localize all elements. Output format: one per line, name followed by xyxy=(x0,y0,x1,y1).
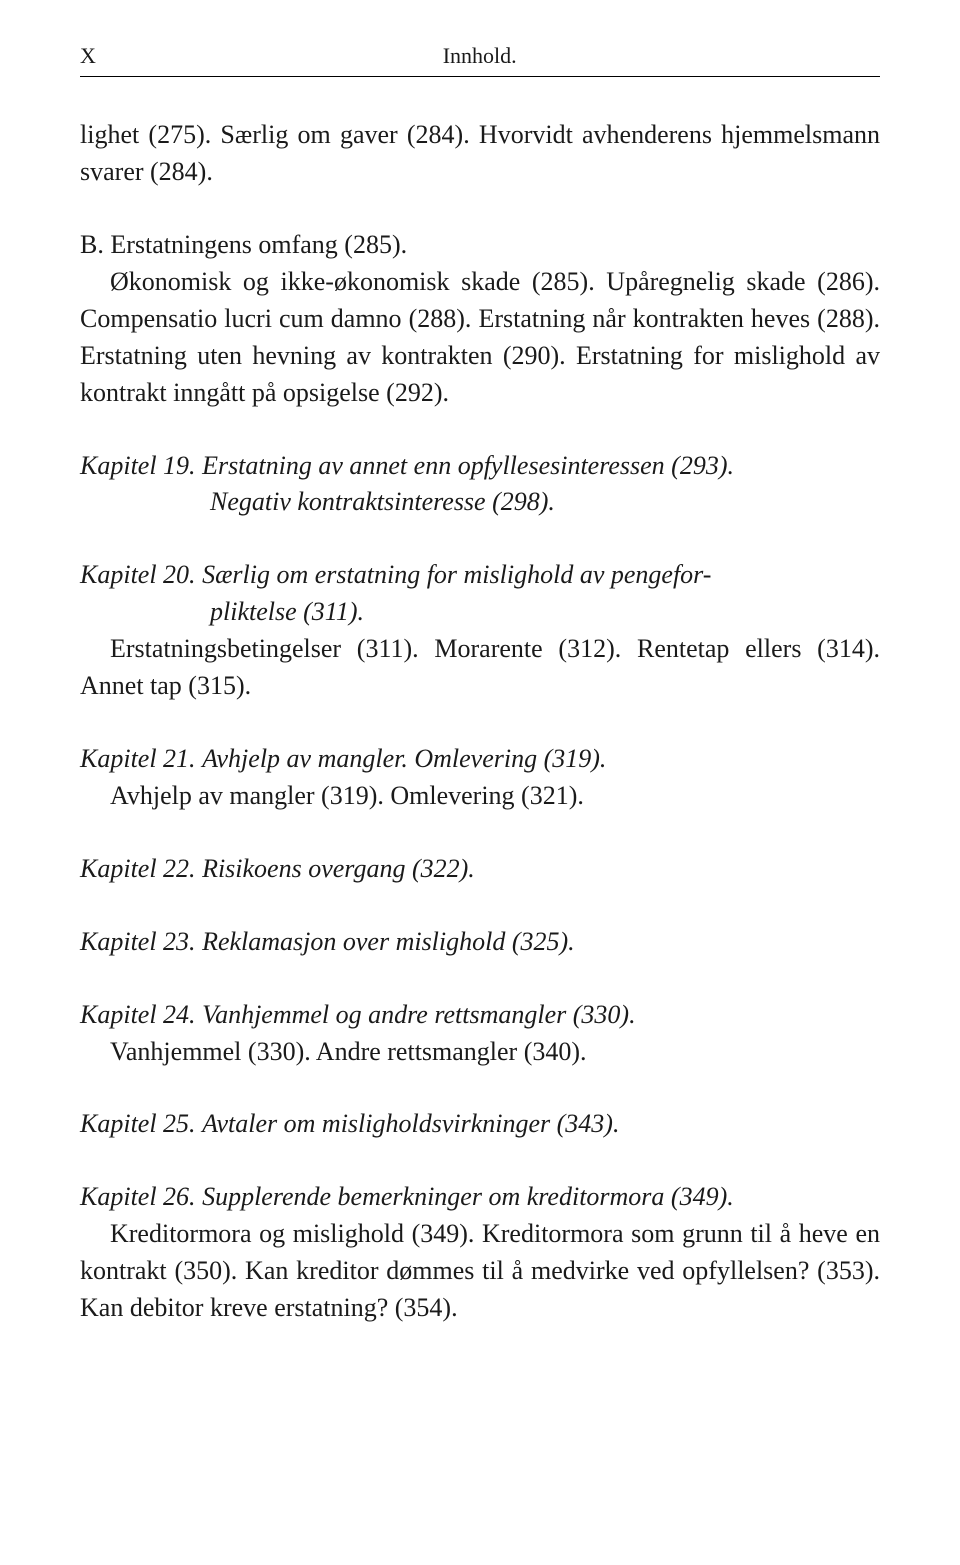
kapitel-20-title-line1: Særlig om erstatning for mislighold av p… xyxy=(202,560,711,589)
kapitel-25-heading: Kapitel 25. Avtaler om misligholdsvirkni… xyxy=(80,1106,880,1143)
page-header: X Innhold. xyxy=(80,40,880,77)
kapitel-21-title: Avhjelp av mangler. Omlevering (319). xyxy=(202,744,606,773)
kapitel-20-title-line2: pliktelse (311). xyxy=(80,594,880,631)
kapitel-21-label: Kapitel 21. xyxy=(80,744,196,773)
kapitel-20-heading: Kapitel 20. Særlig om erstatning for mis… xyxy=(80,557,880,594)
kapitel-22-title: Risikoens overgang (322). xyxy=(202,854,475,883)
kapitel-20-sub: Erstatningsbetingelser (311). Morarente … xyxy=(80,631,880,705)
kapitel-25-label: Kapitel 25. xyxy=(80,1109,196,1138)
kapitel-24: Kapitel 24. Vanhjemmel og andre rettsman… xyxy=(80,997,880,1071)
kapitel-19-title-line2: Negativ kontraktsinteresse (298). xyxy=(80,484,880,521)
kapitel-24-sub: Vanhjemmel (330). Andre rettsmangler (34… xyxy=(80,1034,880,1071)
kapitel-21-heading: Kapitel 21. Avhjelp av mangler. Omleveri… xyxy=(80,741,880,778)
intro-text: lighet (275). Særlig om gaver (284). Hvo… xyxy=(80,120,880,186)
kapitel-21-sub: Avhjelp av mangler (319). Omlevering (32… xyxy=(80,778,880,815)
kapitel-26-title: Supplerende bemerkninger om kreditormora… xyxy=(202,1182,734,1211)
kapitel-19-label: Kapitel 19. xyxy=(80,451,196,480)
kapitel-22: Kapitel 22. Risikoens overgang (322). xyxy=(80,851,880,888)
section-b: B. Erstatningens omfang (285). Økonomisk… xyxy=(80,227,880,412)
kapitel-25: Kapitel 25. Avtaler om misligholdsvirkni… xyxy=(80,1106,880,1143)
kapitel-26: Kapitel 26. Supplerende bemerkninger om … xyxy=(80,1179,880,1327)
kapitel-23: Kapitel 23. Reklamasjon over mislighold … xyxy=(80,924,880,961)
kapitel-24-label: Kapitel 24. xyxy=(80,1000,196,1029)
section-b-text: Økonomisk og ikke-økonomisk skade (285).… xyxy=(80,264,880,412)
kapitel-24-heading: Kapitel 24. Vanhjemmel og andre rettsman… xyxy=(80,997,880,1034)
kapitel-23-heading: Kapitel 23. Reklamasjon over mislighold … xyxy=(80,924,880,961)
kapitel-26-heading: Kapitel 26. Supplerende bemerkninger om … xyxy=(80,1179,880,1216)
kapitel-26-label: Kapitel 26. xyxy=(80,1182,196,1211)
header-title: Innhold. xyxy=(443,40,517,71)
kapitel-21: Kapitel 21. Avhjelp av mangler. Omleveri… xyxy=(80,741,880,815)
kapitel-22-heading: Kapitel 22. Risikoens overgang (322). xyxy=(80,851,880,888)
header-spacer xyxy=(864,40,881,71)
kapitel-19-heading: Kapitel 19. Erstatning av annet enn opfy… xyxy=(80,448,880,485)
kapitel-22-label: Kapitel 22. xyxy=(80,854,196,883)
kapitel-24-title: Vanhjemmel og andre rettsmangler (330). xyxy=(202,1000,636,1029)
kapitel-25-title: Avtaler om misligholdsvirkninger (343). xyxy=(202,1109,619,1138)
kapitel-20-label: Kapitel 20. xyxy=(80,560,196,589)
kapitel-19-title-line1: Erstatning av annet enn opfyllesesintere… xyxy=(202,451,734,480)
kapitel-20: Kapitel 20. Særlig om erstatning for mis… xyxy=(80,557,880,705)
kapitel-26-sub: Kreditormora og mislighold (349). Kredit… xyxy=(80,1216,880,1327)
kapitel-23-label: Kapitel 23. xyxy=(80,927,196,956)
page-marker: X xyxy=(80,40,96,71)
kapitel-19: Kapitel 19. Erstatning av annet enn opfy… xyxy=(80,448,880,522)
kapitel-23-title: Reklamasjon over mislighold (325). xyxy=(202,927,575,956)
section-b-title: B. Erstatningens omfang (285). xyxy=(80,227,880,264)
intro-paragraph: lighet (275). Særlig om gaver (284). Hvo… xyxy=(80,117,880,191)
